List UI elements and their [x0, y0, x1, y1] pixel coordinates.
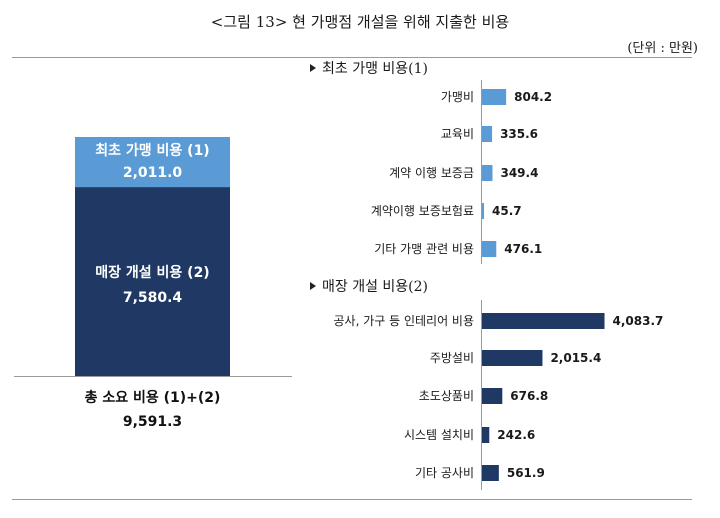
unit-label: (단위 : 만원)	[627, 41, 698, 56]
store-cost-value-label: 676.8	[510, 389, 548, 403]
initial-cost-bar	[482, 241, 497, 257]
store-cost-bar	[482, 465, 499, 481]
stacked-segment-initial	[75, 137, 230, 188]
initial-cost-bar	[482, 203, 484, 219]
initial-cost-category-label: 계약이행 보증보험료	[371, 203, 474, 218]
store-cost-bar	[482, 350, 543, 366]
section-heading-initial-text: 최초 가맹 비용(1)	[322, 61, 429, 77]
store-cost-category-label: 주방설비	[430, 351, 474, 365]
figure-title: <그림 13> 현 가맹점 개설을 위해 지출한 비용	[210, 13, 510, 31]
initial-cost-value-label: 476.1	[504, 242, 542, 256]
segment-store-label: 매장 개설 비용 (2)	[95, 265, 210, 281]
initial-cost-category-label: 계약 이행 보증금	[389, 165, 474, 180]
segment-initial-label: 최초 가맹 비용 (1)	[95, 143, 210, 159]
segment-store-value: 7,580.4	[122, 290, 183, 306]
section-heading-initial: 최초 가맹 비용(1)	[310, 58, 428, 78]
store-cost-bars: 공사, 가구 등 인테리어 비용 4,083.7 주방설비 2,015.4 초도상품비 6…	[333, 300, 663, 490]
store-cost-value-label: 242.6	[497, 428, 535, 442]
initial-cost-category-label: 가맹비	[441, 90, 474, 104]
initial-cost-bars: 가맹비 804.2 교육비 335.6 계약 이행 보증금 349.4 계약이행 보증보험료…	[371, 80, 552, 264]
total-text: 총 소요 비용 (1)+(2) 9,591.3	[55, 386, 250, 434]
store-cost-category-label: 공사, 가구 등 인테리어 비용	[333, 314, 474, 328]
section-heading-store: 매장 개설 비용(2)	[310, 276, 428, 296]
stacked-segment-store	[75, 187, 230, 376]
store-cost-value-label: 561.9	[507, 466, 545, 480]
total-label: 총 소요 비용 (1)+(2)	[84, 390, 221, 406]
store-cost-bar	[482, 427, 490, 443]
segment-initial-text: 최초 가맹 비용 (1) 2,011.0	[75, 140, 230, 184]
total-value: 9,591.3	[122, 414, 183, 430]
store-cost-value-label: 4,083.7	[613, 314, 664, 328]
initial-cost-value-label: 804.2	[514, 90, 552, 104]
bottom-divider	[12, 499, 692, 500]
store-cost-bar	[482, 388, 503, 404]
segment-initial-value: 2,011.0	[122, 165, 183, 181]
section-heading-store-text: 매장 개설 비용(2)	[322, 279, 429, 295]
store-cost-bar	[482, 313, 605, 329]
top-divider	[12, 57, 692, 58]
initial-cost-bar	[482, 89, 507, 105]
store-cost-category-label: 초도상품비	[419, 389, 474, 403]
store-cost-category-label: 기타 공사비	[415, 466, 474, 480]
initial-cost-value-label: 45.7	[492, 204, 522, 218]
initial-cost-bar	[482, 126, 493, 142]
initial-cost-bar	[482, 165, 493, 181]
initial-cost-value-label: 335.6	[500, 127, 538, 141]
triangle-bullet-icon	[310, 282, 316, 290]
initial-cost-category-label: 교육비	[441, 127, 474, 141]
store-cost-value-label: 2,015.4	[550, 351, 601, 365]
segment-store-text: 매장 개설 비용 (2) 7,580.4	[75, 261, 230, 311]
store-cost-category-label: 시스템 설치비	[404, 428, 474, 442]
initial-cost-category-label: 기타 가맹 관련 비용	[374, 242, 474, 256]
triangle-bullet-icon	[310, 64, 316, 72]
initial-cost-value-label: 349.4	[500, 166, 538, 180]
